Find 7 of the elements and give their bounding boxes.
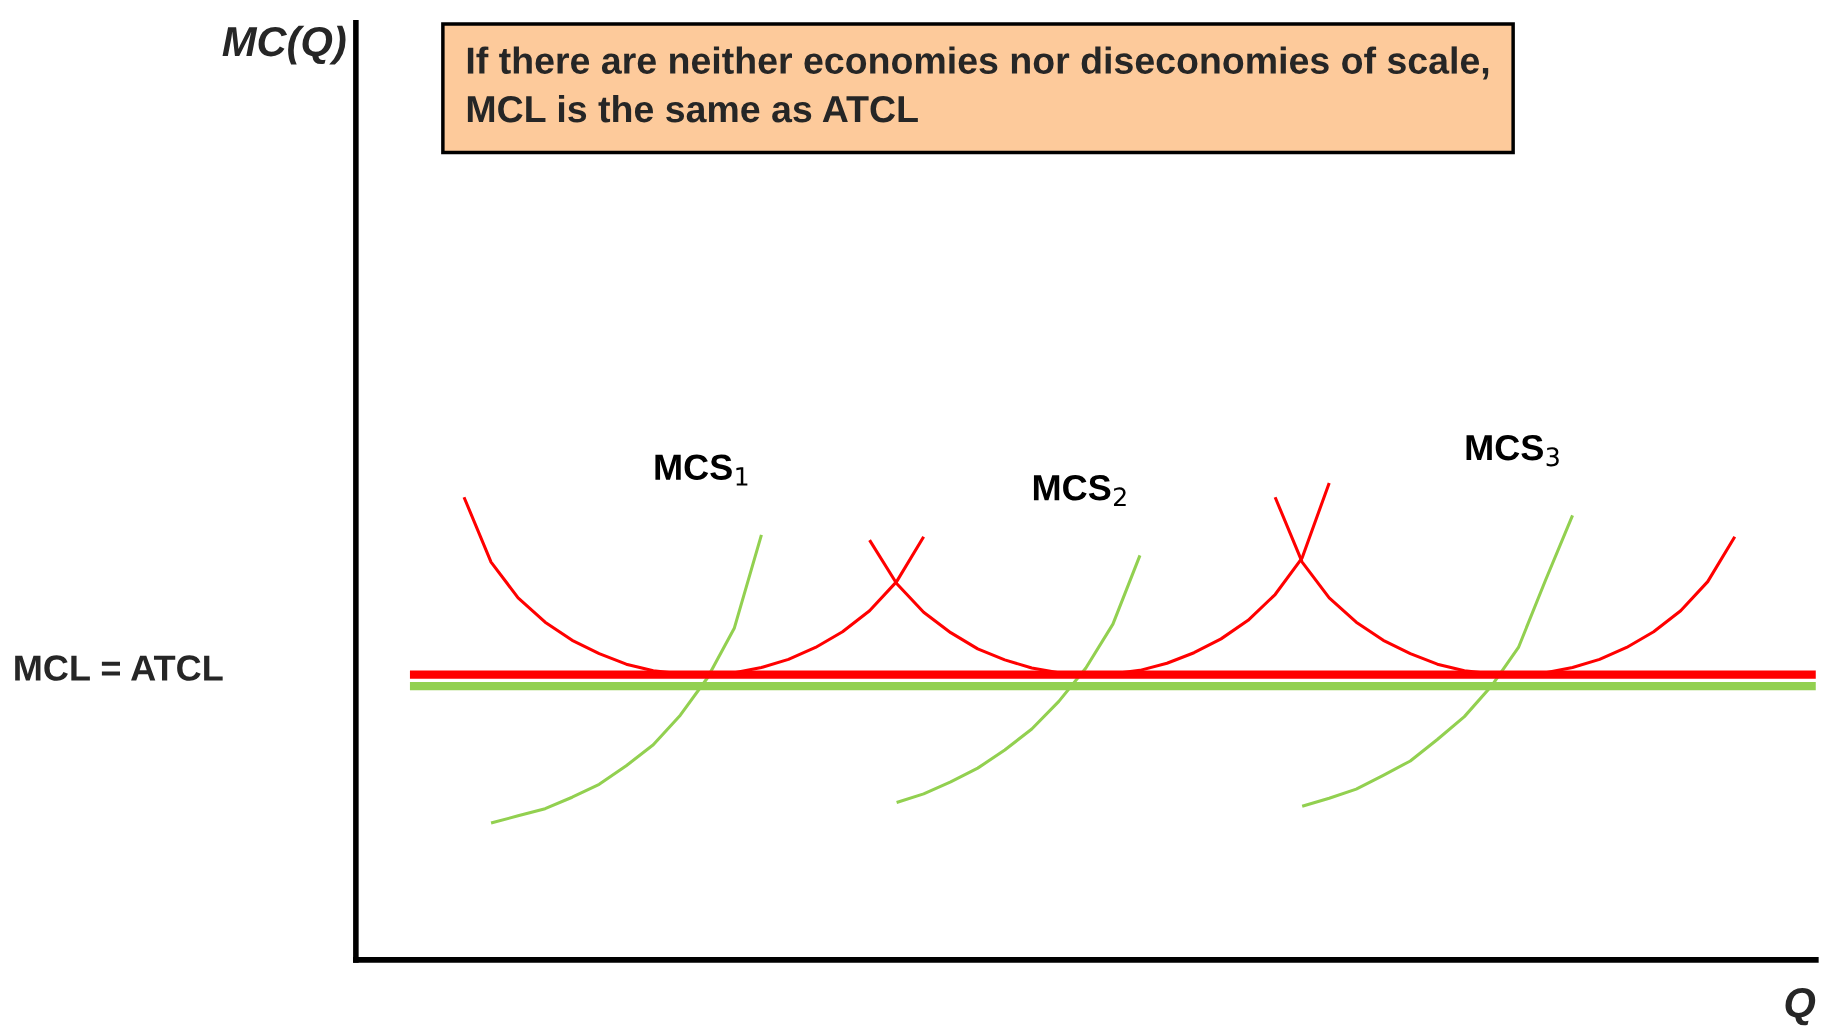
series-label: MCS$_{3}$ — [1466, 434, 1559, 467]
text: MCL = ATCL — [15, 655, 223, 681]
text: If there are neither economies nor diseconomies of scale, MCL is the same as ATCL — [467, 46, 1489, 123]
text: MC(Q) — [222, 25, 346, 65]
x-axis-title: Q — [1785, 988, 1816, 1026]
series-label: MCS$_{2}$ — [1033, 474, 1126, 507]
series-label: MCS$_{1}$ — [655, 454, 748, 486]
